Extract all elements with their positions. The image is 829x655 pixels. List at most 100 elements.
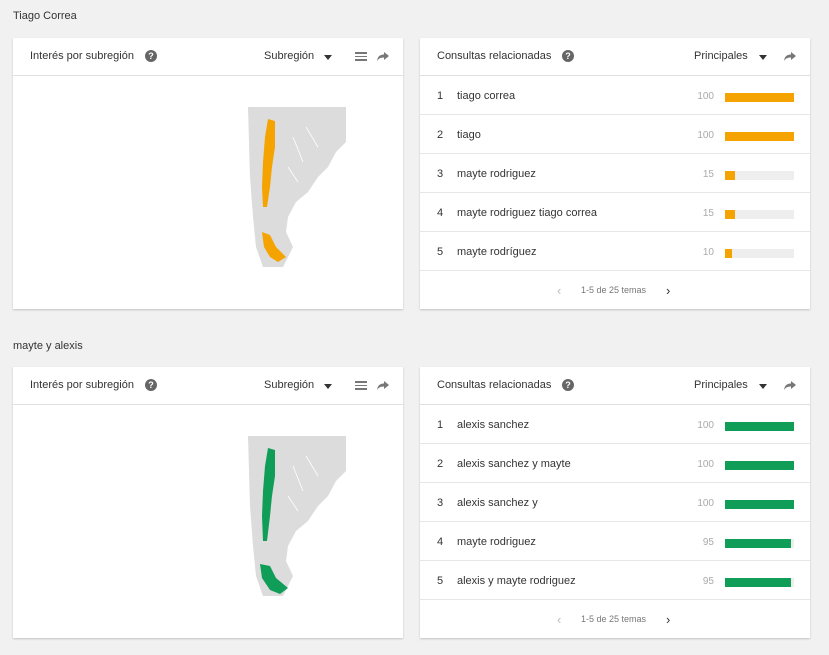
- query-value: 100: [697, 459, 714, 470]
- query-rank: 2: [437, 458, 444, 470]
- card-header: Interés por subregión ? Subregión: [13, 38, 403, 76]
- map-region-south[interactable]: [262, 232, 286, 262]
- chile-region-map[interactable]: [248, 436, 368, 601]
- query-rank: 5: [437, 246, 444, 258]
- query-row[interactable]: 3 mayte rodriguez 15: [420, 154, 810, 193]
- query-value: 95: [702, 576, 714, 587]
- map-region-north[interactable]: [262, 448, 275, 541]
- query-value: 15: [702, 169, 714, 180]
- query-text[interactable]: tiago: [457, 129, 481, 141]
- query-rank: 5: [437, 575, 444, 587]
- pagination-info: 1-5 de 25 temas: [581, 614, 647, 624]
- principales-dropdown[interactable]: Principales: [694, 50, 748, 62]
- help-icon[interactable]: ?: [562, 50, 574, 62]
- share-icon[interactable]: [376, 49, 390, 63]
- value-bar-fill: [725, 461, 794, 470]
- value-bar-track: [725, 461, 794, 470]
- query-row[interactable]: 1 tiago correa 100: [420, 76, 810, 115]
- caret-down-icon[interactable]: [759, 384, 767, 389]
- query-row[interactable]: 4 mayte rodriguez 95: [420, 522, 810, 561]
- query-text[interactable]: mayte rodriguez: [457, 168, 536, 180]
- query-row[interactable]: 1 alexis sanchez 100: [420, 405, 810, 444]
- query-rank: 3: [437, 497, 444, 509]
- related-queries-card: Consultas relacionadas ? Principales 1 ti…: [420, 38, 810, 309]
- map-region-south[interactable]: [260, 564, 288, 594]
- card-header: Interés por subregión ? Subregión: [13, 367, 403, 405]
- query-row[interactable]: 2 alexis sanchez y mayte 100: [420, 444, 810, 483]
- query-text[interactable]: mayte rodríguez: [457, 246, 537, 258]
- interest-by-subregion-card: Interés por subregión ? Subregión: [13, 367, 403, 638]
- value-bar-track: [725, 93, 794, 102]
- query-row[interactable]: 3 alexis sanchez y 100: [420, 483, 810, 522]
- pagination-info: 1-5 de 25 temas: [581, 285, 647, 295]
- value-bar-track: [725, 500, 794, 509]
- help-icon[interactable]: ?: [145, 50, 157, 62]
- value-bar-fill: [725, 93, 794, 102]
- caret-down-icon[interactable]: [759, 55, 767, 60]
- section-title: Tiago Correa: [13, 10, 77, 22]
- value-bar-fill: [725, 249, 732, 258]
- value-bar-track: [725, 132, 794, 141]
- query-row[interactable]: 5 mayte rodríguez 10: [420, 232, 810, 271]
- query-value: 100: [697, 498, 714, 509]
- query-row[interactable]: 4 mayte rodriguez tiago correa 15: [420, 193, 810, 232]
- query-row[interactable]: 5 alexis y mayte rodriguez 95: [420, 561, 810, 600]
- help-icon[interactable]: ?: [562, 379, 574, 391]
- query-text[interactable]: alexis y mayte rodriguez: [457, 575, 576, 587]
- interest-by-subregion-card: Interés por subregión ? Subregión: [13, 38, 403, 309]
- query-text[interactable]: mayte rodriguez: [457, 536, 536, 548]
- subregion-dropdown[interactable]: Subregión: [264, 379, 315, 391]
- query-rank: 1: [437, 419, 444, 431]
- query-text[interactable]: mayte rodriguez tiago correa: [457, 207, 598, 219]
- chevron-right-icon[interactable]: ›: [666, 283, 671, 298]
- query-value: 100: [697, 91, 714, 102]
- related-queries-card: Consultas relacionadas ? Principales 1 al…: [420, 367, 810, 638]
- share-icon[interactable]: [376, 378, 390, 392]
- card-header: Consultas relacionadas ? Principales: [420, 367, 810, 405]
- value-bar-track: [725, 210, 794, 219]
- query-rank: 4: [437, 207, 444, 219]
- value-bar-track: [725, 171, 794, 180]
- query-rank: 2: [437, 129, 444, 141]
- query-text[interactable]: tiago correa: [457, 90, 516, 102]
- caret-down-icon[interactable]: [324, 55, 332, 60]
- query-rank: 3: [437, 168, 444, 180]
- query-rank: 1: [437, 90, 444, 102]
- chevron-right-icon[interactable]: ›: [666, 612, 671, 627]
- value-bar-fill: [725, 422, 794, 431]
- query-value: 95: [702, 537, 714, 548]
- share-icon[interactable]: [783, 49, 797, 63]
- list-view-icon[interactable]: [355, 381, 367, 390]
- query-value: 100: [697, 420, 714, 431]
- query-text[interactable]: alexis sanchez y: [457, 497, 538, 509]
- value-bar-fill: [725, 171, 736, 180]
- pagination: ‹ 1-5 de 25 temas ›: [420, 271, 810, 309]
- list-view-icon[interactable]: [355, 52, 367, 61]
- map-region-north[interactable]: [262, 119, 275, 207]
- value-bar-track: [725, 422, 794, 431]
- query-value: 10: [702, 247, 714, 258]
- value-bar-track: [725, 539, 794, 548]
- subregion-dropdown[interactable]: Subregión: [264, 50, 315, 62]
- value-bar-fill: [725, 500, 794, 509]
- principales-dropdown[interactable]: Principales: [694, 379, 748, 391]
- value-bar-fill: [725, 210, 736, 219]
- pagination: ‹ 1-5 de 25 temas ›: [420, 600, 810, 638]
- card-title: Interés por subregión: [30, 50, 134, 62]
- card-title: Consultas relacionadas: [437, 379, 552, 391]
- value-bar-fill: [725, 578, 791, 587]
- help-icon[interactable]: ?: [145, 379, 157, 391]
- share-icon[interactable]: [783, 378, 797, 392]
- section-title: mayte y alexis: [13, 340, 83, 352]
- value-bar-fill: [725, 132, 794, 141]
- card-header: Consultas relacionadas ? Principales: [420, 38, 810, 76]
- caret-down-icon[interactable]: [324, 384, 332, 389]
- value-bar-track: [725, 249, 794, 258]
- query-text[interactable]: alexis sanchez y mayte: [457, 458, 571, 470]
- chevron-left-icon[interactable]: ‹: [557, 283, 562, 298]
- chevron-left-icon[interactable]: ‹: [557, 612, 562, 627]
- query-value: 100: [697, 130, 714, 141]
- chile-region-map[interactable]: [248, 107, 368, 272]
- query-text[interactable]: alexis sanchez: [457, 419, 530, 431]
- query-row[interactable]: 2 tiago 100: [420, 115, 810, 154]
